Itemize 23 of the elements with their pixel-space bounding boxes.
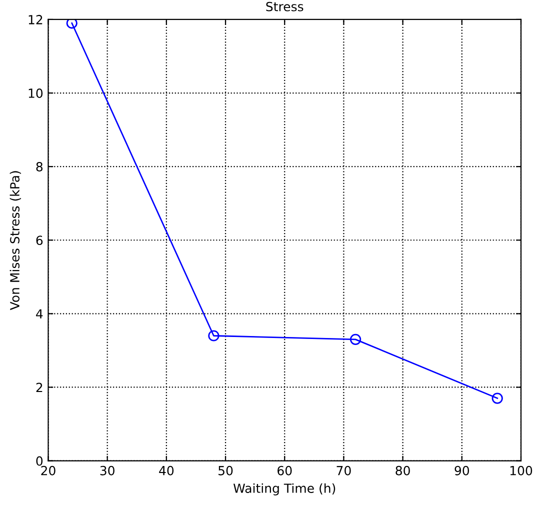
chart-title: Stress — [266, 2, 304, 12]
x-tick-label: 40 — [159, 466, 174, 476]
point — [350, 334, 362, 345]
y-tick-label: 10 — [28, 88, 43, 98]
x-tick-label: 90 — [454, 466, 470, 476]
x-tick-label: 100 — [510, 466, 532, 476]
point — [492, 392, 503, 404]
x-tick-label: 30 — [100, 466, 114, 476]
y-tick-label: 8 — [36, 162, 43, 172]
point — [208, 330, 220, 342]
y-tick-label: 0 — [36, 456, 43, 466]
y-tick-label: 4 — [36, 309, 43, 318]
y-tick-label: 12 — [28, 14, 42, 24]
x-tick-label: 50 — [218, 466, 233, 476]
x-tick-label: 70 — [336, 466, 351, 476]
y-tick-label: 6 — [36, 236, 43, 246]
y-tick-label: 2 — [36, 382, 42, 392]
y-axis-title: Von Mises Stress (kPa) — [10, 171, 21, 310]
point — [66, 19, 78, 29]
x-tick-label: 80 — [396, 466, 410, 476]
x-axis-title: Waiting Time (h) — [233, 483, 336, 496]
x-tick-label: 20 — [41, 466, 56, 476]
x-tick-label: 60 — [278, 466, 292, 476]
